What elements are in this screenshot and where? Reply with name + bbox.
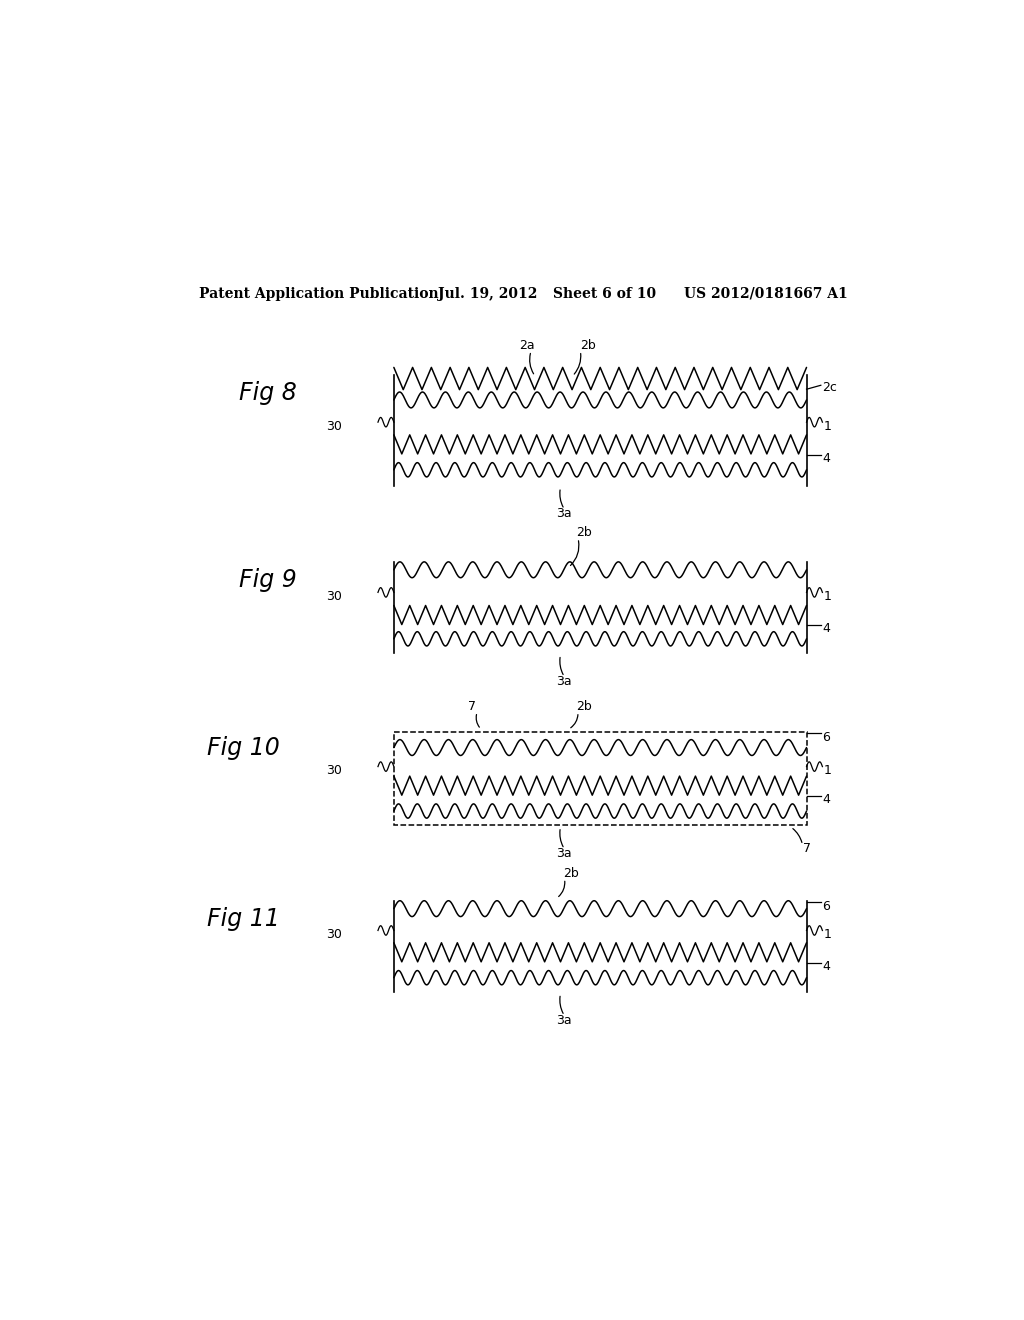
Text: 6: 6 [822,900,830,912]
Text: 4: 4 [822,960,830,973]
Text: 4: 4 [822,793,830,807]
Text: 2b: 2b [581,339,596,352]
Text: 1: 1 [824,420,831,433]
Text: Fig 9: Fig 9 [240,568,297,593]
Text: 2b: 2b [577,527,592,540]
Text: 3a: 3a [557,1014,572,1027]
Text: 1: 1 [824,764,831,777]
Text: 3a: 3a [557,507,572,520]
Text: 30: 30 [327,764,342,777]
Text: 2b: 2b [563,867,579,880]
Text: Patent Application Publication: Patent Application Publication [200,286,439,301]
Text: 6: 6 [822,731,830,743]
Text: 7: 7 [803,842,811,854]
Text: Fig 11: Fig 11 [207,907,281,931]
Text: 30: 30 [327,420,342,433]
Text: 2b: 2b [577,700,592,713]
Text: 1: 1 [824,928,831,941]
Text: 4: 4 [822,453,830,465]
Text: 30: 30 [327,590,342,603]
Text: Jul. 19, 2012: Jul. 19, 2012 [437,286,537,301]
Text: Fig 10: Fig 10 [207,737,281,760]
Text: 4: 4 [822,622,830,635]
Text: Fig 8: Fig 8 [240,381,297,405]
Text: 2c: 2c [822,381,838,395]
Text: Sheet 6 of 10: Sheet 6 of 10 [553,286,655,301]
Text: 7: 7 [468,700,476,713]
Text: US 2012/0181667 A1: US 2012/0181667 A1 [684,286,847,301]
Text: 3a: 3a [557,675,572,688]
Text: 3a: 3a [557,847,572,861]
Text: 30: 30 [327,928,342,941]
Text: 1: 1 [824,590,831,603]
Text: 2a: 2a [519,339,535,352]
